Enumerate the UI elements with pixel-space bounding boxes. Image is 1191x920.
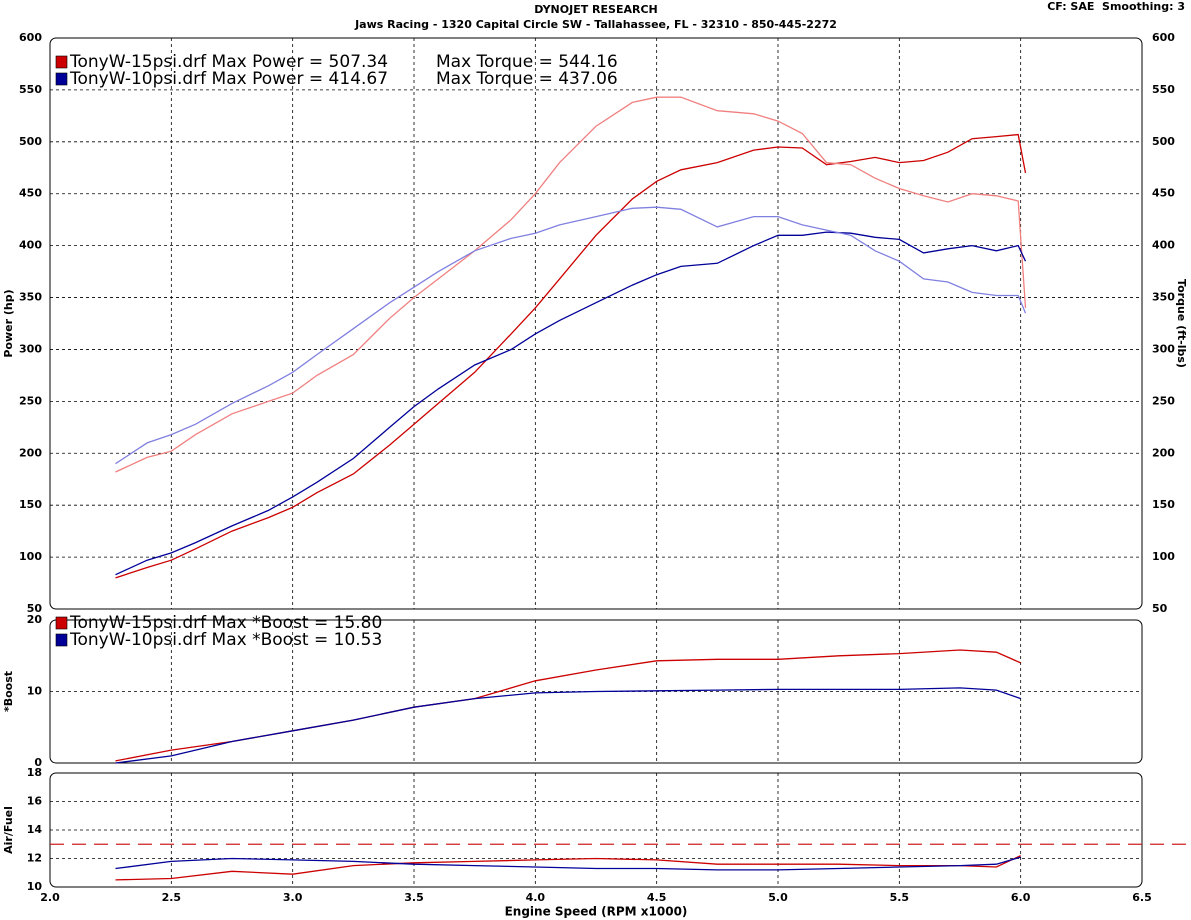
y-tick-label: 600 bbox=[19, 31, 42, 44]
y2-tick-label: 450 bbox=[1152, 187, 1175, 200]
legend-label: TonyW-10psi.drf Max *Boost = 10.53 bbox=[69, 630, 382, 650]
y-tick-label: 16 bbox=[27, 795, 43, 808]
chart-subtitle: Jaws Racing - 1320 Capital Circle SW - T… bbox=[354, 18, 837, 31]
x-tick-label: 5.5 bbox=[890, 891, 910, 904]
y-axis-label: Air/Fuel bbox=[2, 806, 15, 854]
legend-swatch bbox=[55, 616, 68, 630]
panel-frame bbox=[49, 37, 1143, 610]
data-line bbox=[115, 855, 1021, 881]
x-tick-label: 2.5 bbox=[162, 891, 182, 904]
y2-tick-label: 200 bbox=[1152, 446, 1175, 459]
y2-axis-label: Torque (ft-lbs) bbox=[1175, 279, 1188, 368]
x-tick-label: 4.0 bbox=[526, 891, 546, 904]
x-tick-label: 6.0 bbox=[1011, 891, 1031, 904]
y-tick-label: 400 bbox=[19, 239, 42, 252]
data-line bbox=[115, 206, 1027, 465]
data-line bbox=[115, 133, 1027, 579]
data-line bbox=[115, 231, 1027, 576]
y-axis-label: *Boost bbox=[2, 671, 15, 712]
y-tick-label: 10 bbox=[27, 880, 43, 893]
y2-tick-label: 300 bbox=[1152, 342, 1175, 355]
legend-swatch bbox=[55, 72, 68, 86]
y2-tick-label: 50 bbox=[1152, 602, 1168, 615]
y2-tick-label: 500 bbox=[1152, 135, 1175, 148]
y-tick-label: 18 bbox=[27, 766, 42, 779]
y-tick-label: 14 bbox=[27, 823, 43, 836]
y2-tick-label: 550 bbox=[1152, 83, 1175, 96]
legend-label: TonyW-10psi.drf Max Power = 414.67 bbox=[69, 69, 388, 89]
y-tick-label: 550 bbox=[19, 83, 42, 96]
y2-tick-label: 150 bbox=[1152, 498, 1175, 511]
legend-label: TonyW-15psi.drf Max Power = 507.34 bbox=[69, 52, 388, 72]
data-line bbox=[115, 856, 1021, 871]
y-tick-label: 200 bbox=[19, 446, 42, 459]
x-tick-label: 5.0 bbox=[768, 891, 788, 904]
y2-tick-label: 100 bbox=[1152, 550, 1175, 563]
y-axis-label: Power (hp) bbox=[2, 289, 15, 357]
y2-tick-label: 350 bbox=[1152, 291, 1175, 304]
x-tick-label: 3.5 bbox=[404, 891, 424, 904]
y2-tick-label: 400 bbox=[1152, 239, 1175, 252]
x-tick-label: 3.0 bbox=[283, 891, 303, 904]
y-tick-label: 100 bbox=[19, 550, 42, 563]
legend-label: Max Torque = 544.16 bbox=[436, 52, 618, 72]
chart-title: DYNOJET RESEARCH bbox=[534, 3, 657, 16]
y-tick-label: 10 bbox=[27, 685, 43, 698]
y2-tick-label: 600 bbox=[1152, 31, 1175, 44]
y-tick-label: 20 bbox=[27, 613, 43, 626]
y-tick-label: 350 bbox=[19, 291, 42, 304]
legend-swatch bbox=[55, 55, 68, 69]
x-tick-label: 6.5 bbox=[1132, 891, 1152, 904]
y-tick-label: 150 bbox=[19, 498, 42, 511]
y-tick-label: 250 bbox=[19, 394, 42, 407]
x-axis-label: Engine Speed (RPM x1000) bbox=[505, 905, 688, 919]
y-tick-label: 50 bbox=[27, 602, 43, 615]
y-tick-label: 0 bbox=[34, 756, 42, 769]
y-tick-label: 450 bbox=[19, 187, 42, 200]
data-line bbox=[115, 687, 1021, 764]
y-tick-label: 300 bbox=[19, 342, 42, 355]
y-tick-label: 500 bbox=[19, 135, 42, 148]
data-line bbox=[115, 96, 1027, 473]
legend-label: TonyW-15psi.drf Max *Boost = 15.80 bbox=[69, 613, 382, 633]
settings-label: CF: SAE Smoothing: 3 bbox=[1047, 0, 1185, 13]
x-tick-label: 2.0 bbox=[40, 891, 60, 904]
legend-swatch bbox=[55, 633, 68, 647]
x-tick-label: 4.5 bbox=[647, 891, 667, 904]
y-tick-label: 12 bbox=[27, 852, 42, 865]
y2-tick-label: 250 bbox=[1152, 394, 1175, 407]
legend-label: Max Torque = 437.06 bbox=[436, 69, 618, 89]
